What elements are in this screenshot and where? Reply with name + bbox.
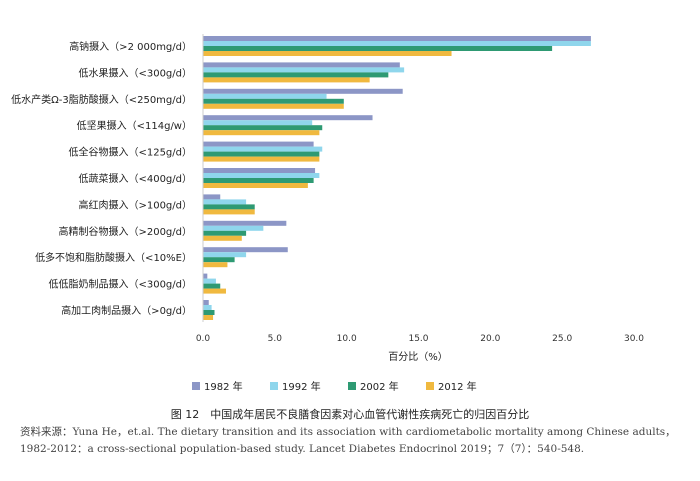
bar bbox=[203, 88, 403, 94]
category-label: 高加工肉制品摄入（>0g/d） bbox=[61, 304, 192, 317]
bar bbox=[203, 62, 400, 68]
bar bbox=[203, 225, 264, 231]
legend-label: 2012 年 bbox=[438, 380, 477, 393]
bar bbox=[203, 125, 323, 131]
x-tick-label: 15.0 bbox=[408, 334, 428, 344]
legend-label: 2002 年 bbox=[360, 380, 399, 393]
x-tick-label: 25.0 bbox=[552, 334, 572, 344]
category-label: 低多不饱和脂肪酸摄入（<10%E） bbox=[35, 251, 192, 264]
legend: 1982 年 1992 年 2002 年 2012 年 bbox=[192, 380, 477, 393]
x-tick-label: 30.0 bbox=[624, 334, 644, 344]
bar bbox=[203, 77, 370, 83]
category-label: 高红肉摄入（>100g/d） bbox=[78, 198, 192, 211]
x-tick-label: 5.0 bbox=[268, 334, 283, 344]
bar bbox=[203, 151, 320, 157]
bar bbox=[203, 262, 228, 268]
x-tick-label: 10.0 bbox=[337, 334, 357, 344]
bar-chart: 高钠摄入（>2 000mg/d） 低水果摄入（<300g/d） 低水产类Ω-3脂肪酸… bbox=[11, 34, 644, 393]
category-label: 低坚果摄入（<114g/w） bbox=[77, 119, 192, 132]
category-label: 高精制谷物摄入（>200g/d） bbox=[58, 225, 192, 238]
bar bbox=[203, 209, 255, 215]
bar bbox=[203, 93, 327, 99]
bar bbox=[203, 51, 452, 56]
bar bbox=[203, 72, 389, 78]
category-labels: 高钠摄入（>2 000mg/d） 低水果摄入（<300g/d） 低水产类Ω-3脂肪酸… bbox=[11, 40, 192, 317]
bar bbox=[203, 173, 320, 178]
bar bbox=[203, 115, 373, 121]
bar bbox=[203, 252, 247, 258]
bar bbox=[203, 305, 212, 310]
category-label: 低水果摄入（<300g/d） bbox=[78, 66, 192, 79]
bar bbox=[203, 273, 208, 279]
bar bbox=[203, 178, 314, 183]
x-tick-label: 20.0 bbox=[480, 334, 500, 344]
bar bbox=[203, 194, 221, 200]
bar bbox=[203, 130, 320, 136]
x-axis-title: 百分比（%） bbox=[388, 351, 448, 363]
bar bbox=[203, 220, 287, 226]
category-label: 高钠摄入（>2 000mg/d） bbox=[69, 40, 192, 53]
legend-swatch bbox=[426, 382, 434, 390]
legend-swatch bbox=[270, 382, 278, 390]
figure-caption: 图 12 中国成年居民不良膳食因素对心血管代谢性疾病死亡的归因百分比 bbox=[170, 408, 530, 421]
legend-swatch bbox=[192, 382, 200, 390]
bar bbox=[203, 168, 316, 173]
bar bbox=[203, 300, 209, 305]
bar bbox=[203, 41, 591, 46]
bar bbox=[203, 315, 214, 320]
bar bbox=[203, 283, 221, 289]
bar bbox=[203, 98, 344, 104]
bar bbox=[203, 183, 308, 188]
category-label: 低全谷物摄入（<125g/d） bbox=[68, 146, 192, 159]
category-label: 低蔬菜摄入（<400g/d） bbox=[78, 172, 192, 185]
bar bbox=[203, 204, 255, 210]
bar bbox=[203, 310, 215, 315]
bar bbox=[203, 141, 314, 147]
bar bbox=[203, 36, 591, 41]
bar bbox=[203, 67, 405, 73]
bar bbox=[203, 156, 320, 162]
bar bbox=[203, 230, 247, 236]
bar-marks bbox=[203, 36, 591, 320]
source-citation: 资料来源：Yuna He，et.al. The dietary transiti… bbox=[20, 426, 676, 455]
bar bbox=[203, 288, 226, 294]
bar bbox=[203, 278, 216, 284]
bar bbox=[203, 146, 323, 152]
bar bbox=[203, 120, 313, 126]
x-tick-label: 0.0 bbox=[196, 334, 211, 344]
bar bbox=[203, 247, 288, 253]
legend-label: 1982 年 bbox=[204, 380, 243, 393]
x-tick-labels: 0.0 5.0 10.0 15.0 20.0 25.0 30.0 bbox=[196, 334, 644, 344]
legend-swatch bbox=[348, 382, 356, 390]
bar bbox=[203, 103, 344, 109]
category-label: 低水产类Ω-3脂肪酸摄入（<250mg/d） bbox=[11, 93, 192, 106]
bar bbox=[203, 235, 242, 241]
bar bbox=[203, 257, 235, 263]
bar bbox=[203, 46, 553, 51]
legend-label: 1992 年 bbox=[282, 380, 321, 393]
category-label: 低低脂奶制品摄入（<300g/d） bbox=[48, 278, 192, 291]
bar bbox=[203, 199, 247, 205]
